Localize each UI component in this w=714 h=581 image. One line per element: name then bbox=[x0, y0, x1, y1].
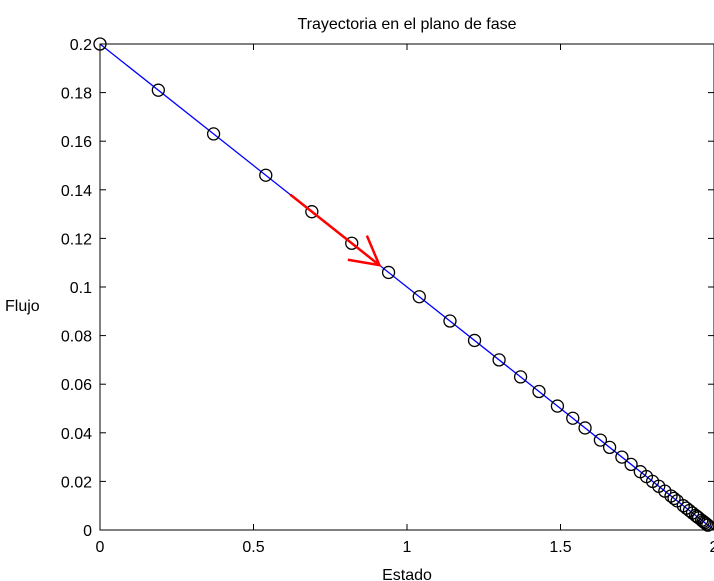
y-tick-label: 0.16 bbox=[61, 134, 92, 151]
trajectory-point bbox=[698, 516, 712, 530]
y-axis-label: Flujo bbox=[5, 298, 40, 315]
trajectory-point bbox=[381, 265, 396, 280]
trajectory-point bbox=[467, 333, 482, 348]
trajectory-point bbox=[443, 314, 457, 328]
trajectory-point bbox=[578, 421, 592, 435]
y-tick-label: 0.14 bbox=[61, 183, 92, 200]
x-tick-label: 1.5 bbox=[549, 539, 571, 556]
trajectory-point bbox=[696, 514, 710, 529]
trajectory-point bbox=[624, 457, 638, 472]
y-tick-label: 0.04 bbox=[61, 426, 92, 443]
y-tick-label: 0.12 bbox=[61, 231, 92, 248]
y-tick-label: 0.08 bbox=[61, 329, 92, 346]
x-axis-label: Estado bbox=[382, 567, 432, 581]
trajectory-point bbox=[615, 450, 629, 464]
trajectory-point bbox=[206, 127, 221, 141]
y-tick-label: 0.18 bbox=[61, 86, 92, 103]
axis-ticks: 0 0.5 1 1.5 2 0 0.02 0.04 0.06 0.08 0.1 0.12 0.14 0.1… bbox=[61, 37, 714, 556]
x-tick-label: 0.5 bbox=[242, 539, 264, 556]
direction-arrow bbox=[289, 193, 382, 267]
x-tick-label: 2 bbox=[710, 539, 714, 556]
plot-content bbox=[93, 37, 714, 532]
x-tick-label: 0 bbox=[96, 539, 105, 556]
trajectory-point bbox=[550, 399, 565, 413]
trajectory-point bbox=[566, 411, 580, 425]
trajectory-point bbox=[345, 236, 359, 250]
y-tick-label: 0.1 bbox=[70, 280, 92, 297]
trajectory-point bbox=[259, 168, 273, 182]
trajectory-point bbox=[412, 290, 426, 304]
trajectory-line bbox=[99, 43, 714, 531]
chart-title: Trayectoria en el plano de fase bbox=[297, 16, 516, 33]
direction-arrow-head bbox=[347, 235, 382, 267]
trajectory-point bbox=[151, 83, 165, 97]
y-tick-label: 0.2 bbox=[70, 37, 92, 54]
trajectory-point bbox=[667, 491, 681, 506]
x-tick-label: 1 bbox=[403, 539, 412, 556]
trajectory-point bbox=[492, 353, 506, 367]
trajectory-point bbox=[532, 384, 546, 399]
trajectory-point bbox=[593, 433, 608, 447]
trajectory-point bbox=[513, 370, 528, 384]
direction-arrow-shaft bbox=[289, 193, 381, 267]
trajectory-point bbox=[305, 205, 319, 219]
y-tick-label: 0.06 bbox=[61, 377, 92, 394]
y-tick-label: 0.02 bbox=[61, 474, 92, 491]
trajectory-point bbox=[602, 440, 617, 455]
y-tick-label: 0 bbox=[83, 523, 92, 540]
